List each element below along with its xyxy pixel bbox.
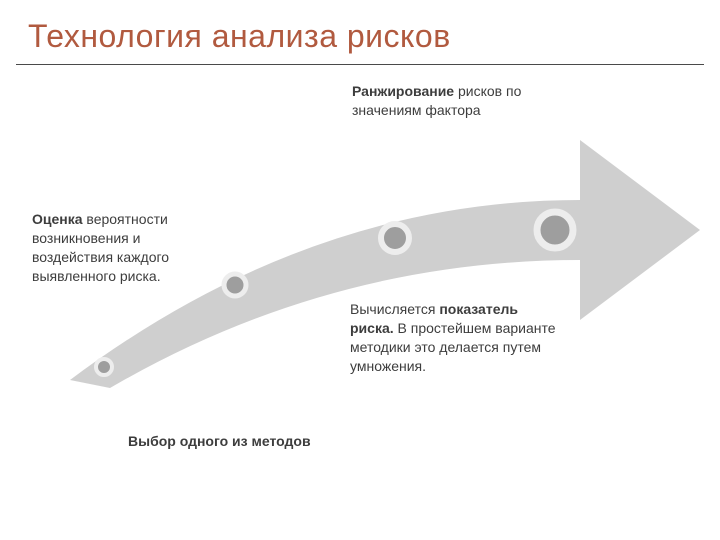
step-ranking-bold: Ранжирование <box>352 83 454 99</box>
step-calc-text: Вычисляется показатель риска. В простейш… <box>350 300 560 376</box>
step-ocenka-bold: Оценка <box>32 211 83 227</box>
step-ocenka-text: Оценка вероятности возникновения и возде… <box>32 210 212 286</box>
step-method-text: Выбор одного из методов <box>128 432 311 451</box>
step-calc-pre: Вычисляется <box>350 301 439 317</box>
step-ranking-text: Ранжирование рисков по значениям фактора <box>352 82 562 120</box>
title-divider <box>16 64 704 65</box>
slide: Технология анализа рисков Ранжирование р… <box>0 0 720 540</box>
step-bubble-2 <box>224 274 246 296</box>
slide-title: Технология анализа рисков <box>28 18 451 55</box>
step-bubble-4 <box>537 212 573 248</box>
step-bubble-3 <box>381 224 409 252</box>
step-bubble-1 <box>96 359 112 375</box>
